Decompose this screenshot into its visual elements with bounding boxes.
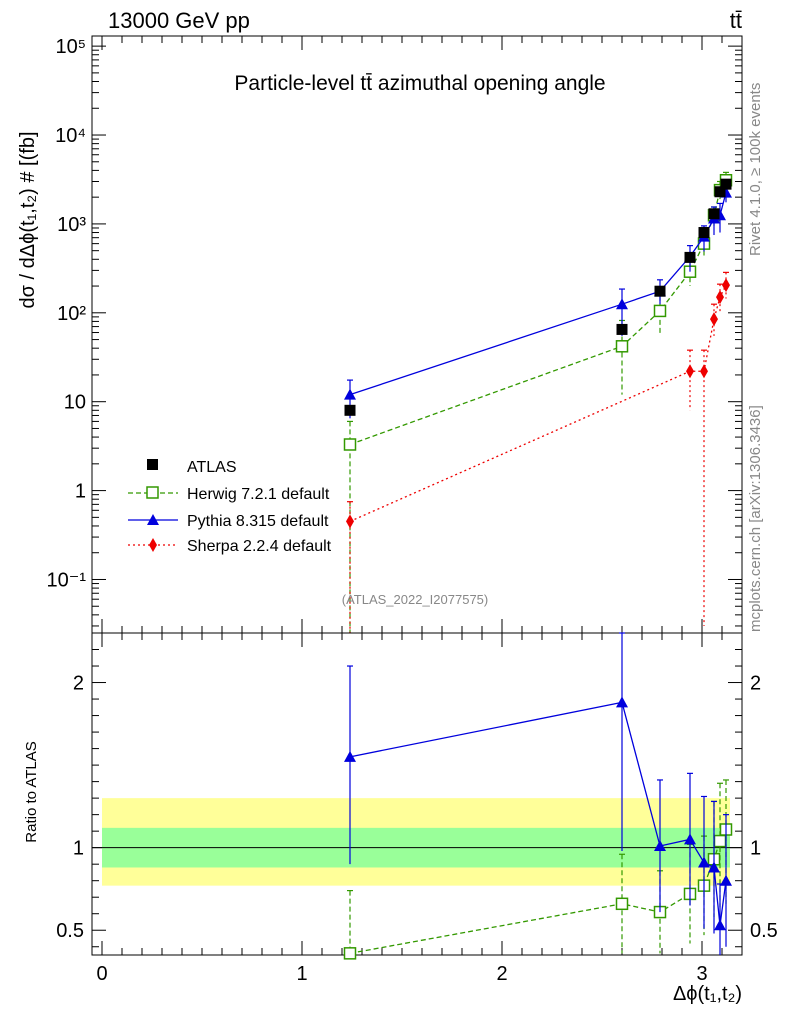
ratio-point-pythia — [684, 833, 696, 845]
ratio-y-axis-label: Ratio to ATLAS — [23, 741, 40, 842]
point-atlas — [616, 323, 628, 335]
x-tick-label: 3 — [696, 963, 707, 985]
ratio-y-tick-label-left: 2 — [73, 673, 84, 695]
upper-y-tick-label: 10⁻¹ — [47, 569, 87, 591]
ratio-point-pythia — [714, 919, 726, 931]
ratio-point-pythia — [616, 696, 628, 708]
point-sherpa — [346, 514, 354, 529]
legend-label-herwig: Herwig 7.2.1 default — [187, 486, 330, 503]
upper-y-tick-label: 10³ — [57, 214, 86, 236]
point-herwig — [615, 340, 629, 353]
legend-marker-pythia — [147, 514, 159, 525]
ratio-point-herwig — [615, 897, 629, 911]
legend-marker-herwig — [146, 486, 159, 499]
upper-y-tick-label: 10² — [57, 303, 86, 325]
series-line-pythia — [349, 192, 727, 396]
upper-y-tick-label: 1 — [75, 481, 86, 503]
point-atlas — [654, 285, 666, 297]
process-label: tt̄ — [730, 8, 742, 33]
analysis-watermark: (ATLAS_2022_I2077575) — [342, 592, 488, 607]
point-sherpa — [710, 312, 718, 327]
ratio-point-pythia — [720, 874, 732, 886]
mcplots-label: mcplots.cern.ch [arXiv:1306.3436] — [747, 405, 764, 632]
point-atlas — [684, 251, 696, 263]
point-atlas — [720, 178, 732, 190]
upper-y-tick-label: 10 — [64, 392, 86, 414]
ratio-y-tick-label-left: 0.5 — [56, 920, 84, 942]
legend-label-atlas: ATLAS — [187, 459, 237, 476]
ratio-point-pythia — [708, 861, 720, 873]
ratio-point-pythia — [698, 856, 710, 868]
point-pythia — [616, 298, 628, 310]
ratio-plot: 0 1 2 3 0.5 0.5 1 1 2 2 — [56, 632, 778, 985]
point-sherpa — [686, 364, 694, 379]
x-tick-label: 2 — [496, 963, 507, 985]
upper-y-tick-label: 10⁵ — [55, 36, 86, 58]
point-atlas — [708, 208, 720, 220]
point-herwig — [653, 304, 667, 318]
point-atlas — [714, 186, 726, 198]
series-line-herwig — [349, 179, 727, 446]
legend: ATLAS Herwig 7.2.1 default Pythia 8.315 … — [128, 459, 332, 555]
point-atlas — [344, 404, 356, 416]
ratio-point-herwig — [343, 947, 357, 960]
upper-y-axis-label: dσ / dΔϕ(t₁,t₂) # [(fb] — [17, 131, 39, 308]
energy-label: 13000 GeV pp — [108, 8, 250, 33]
point-sherpa — [716, 290, 724, 305]
point-sherpa — [722, 278, 730, 293]
upper-plot: 10⁻¹ 1 10 10² 10³ 10⁴ 10⁵ — [47, 36, 743, 633]
x-tick-label: 0 — [96, 963, 107, 985]
lower-plot-frame — [91, 632, 743, 956]
point-sherpa — [700, 364, 708, 379]
legend-marker-sherpa — [149, 538, 157, 552]
ratio-y-tick-label-right: 2 — [750, 673, 761, 695]
series-line-sherpa — [349, 284, 727, 523]
ratio-point-pythia — [654, 840, 666, 852]
legend-label-pythia: Pythia 8.315 default — [187, 513, 329, 530]
point-herwig — [343, 438, 357, 451]
x-axis-label: Δϕ(t₁,t₂) — [673, 983, 742, 1005]
point-atlas — [698, 227, 710, 239]
upper-plot-title: Particle-level tt̄ azimuthal opening ang… — [234, 72, 605, 95]
upper-y-tick-label: 10⁴ — [55, 125, 86, 147]
rivet-version-label: Rivet 4.1.0, ≥ 100k events — [747, 83, 764, 256]
legend-marker-atlas — [147, 459, 158, 470]
point-pythia — [344, 388, 356, 400]
legend-label-sherpa: Sherpa 2.2.4 default — [187, 538, 332, 555]
ratio-y-tick-label-right: 1 — [750, 838, 761, 860]
ratio-y-tick-label-right: 0.5 — [750, 920, 778, 942]
ratio-y-tick-label-left: 1 — [73, 838, 84, 860]
ratio-point-pythia — [344, 750, 356, 762]
x-tick-label: 1 — [296, 963, 307, 985]
ratio-point-herwig — [713, 834, 727, 848]
ratio-line-pythia — [349, 701, 727, 926]
